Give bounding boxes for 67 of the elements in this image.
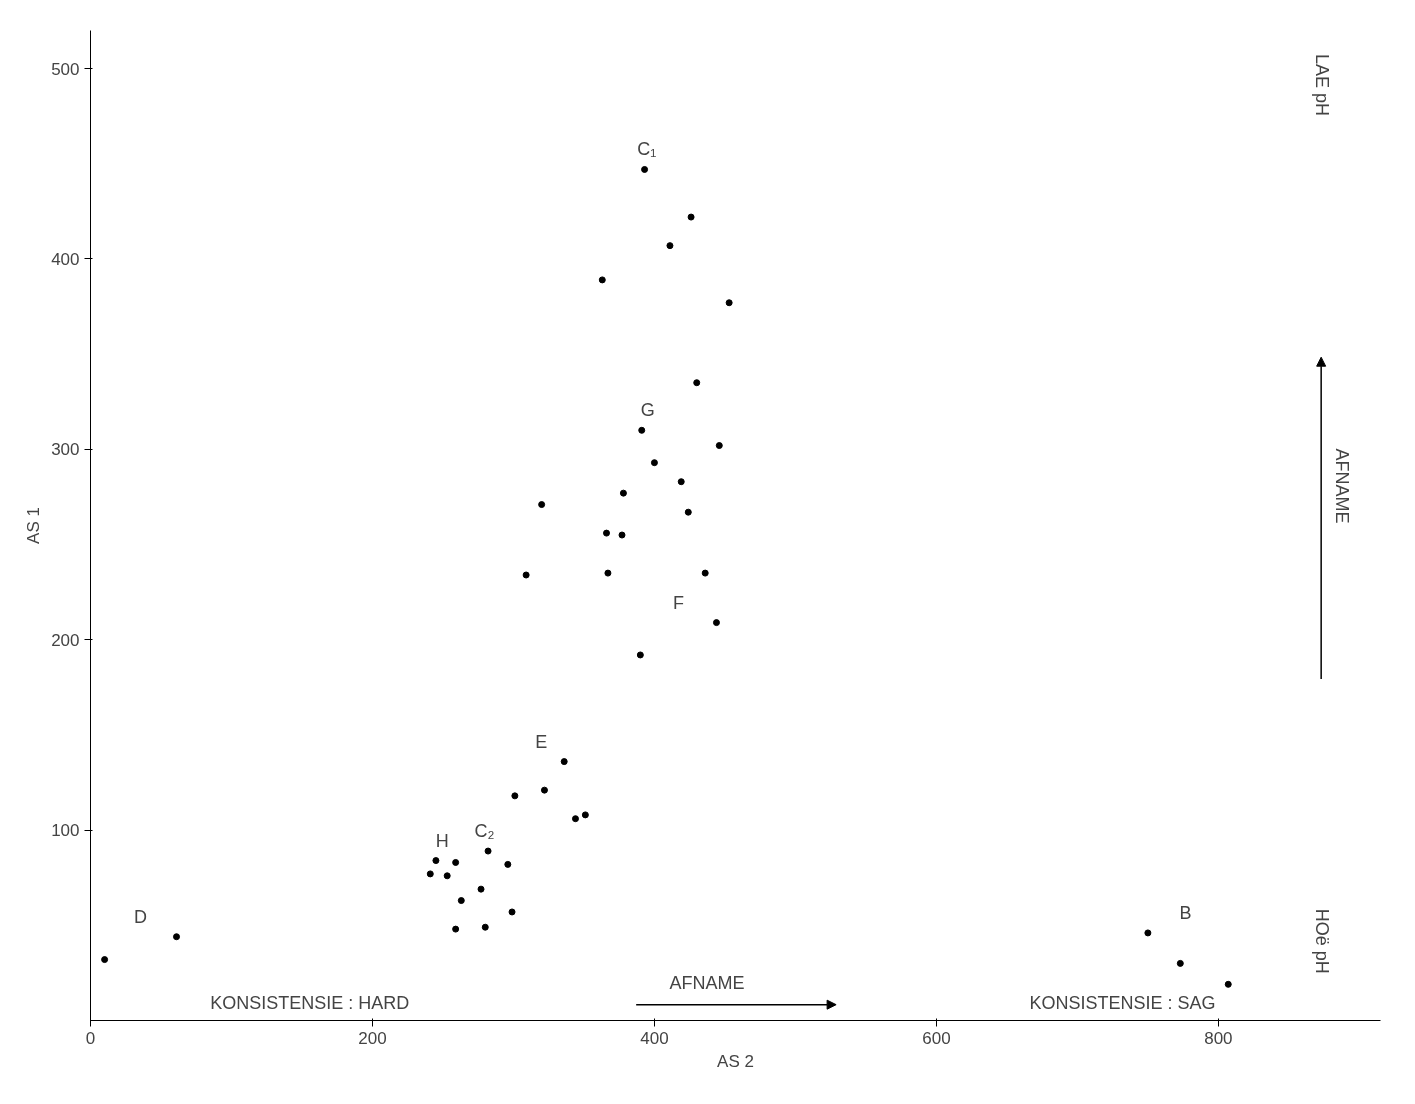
point (641, 165, 649, 173)
point (511, 792, 519, 800)
series-label: B (1179, 902, 1192, 923)
series-label: H (435, 830, 449, 851)
x-tick-label: 0 (85, 1028, 96, 1048)
point (173, 933, 180, 941)
point (571, 815, 579, 823)
annotation: AFNAME (669, 972, 745, 993)
point (603, 529, 610, 537)
x-tick-label: 400 (640, 1028, 669, 1048)
point (715, 442, 723, 450)
x-tick-label: 800 (1204, 1028, 1233, 1048)
point (650, 459, 658, 467)
y-tick-label: 200 (51, 630, 80, 650)
y-tick-label: 100 (51, 821, 80, 841)
point (452, 925, 460, 933)
point (701, 569, 709, 577)
y-tick-label: 300 (51, 440, 80, 460)
point (477, 885, 485, 893)
annotation: KONSISTENSIE : SAG (1029, 992, 1216, 1013)
point (452, 858, 460, 866)
point (1176, 959, 1184, 967)
series-label: F (672, 592, 684, 613)
point (693, 379, 701, 387)
series-label: C₁ (637, 139, 657, 160)
y-tick-label: 400 (51, 249, 80, 269)
point (508, 908, 516, 916)
annotation: KONSISTENSIE : HARD (210, 992, 410, 1013)
point (101, 956, 109, 964)
series-label: G (640, 400, 655, 421)
series-label: D (134, 906, 148, 927)
point (677, 478, 685, 486)
annotation: LAE pH (1312, 53, 1333, 116)
point (560, 758, 568, 766)
annotation: HOë pH (1312, 908, 1333, 974)
point (725, 299, 733, 307)
point (666, 242, 674, 250)
point (1224, 980, 1232, 988)
x-tick-label: 200 (358, 1028, 387, 1048)
point (540, 786, 548, 794)
point (636, 651, 644, 659)
series-label: C₂ (474, 821, 495, 842)
point (618, 531, 626, 539)
point (443, 872, 451, 880)
point (581, 811, 589, 819)
point (481, 923, 489, 931)
annotation: AFNAME (1331, 448, 1352, 524)
point (432, 857, 440, 865)
point (504, 860, 512, 868)
point (684, 508, 692, 516)
point (687, 213, 695, 221)
point (1144, 929, 1152, 937)
x-axis-title: AS 2 (717, 1051, 754, 1071)
point (457, 897, 465, 905)
point (604, 569, 612, 577)
series-label: E (535, 731, 548, 752)
point (598, 276, 606, 284)
point (619, 489, 627, 497)
point (538, 501, 546, 509)
y-axis-title: AS 1 (24, 507, 44, 544)
point (522, 571, 530, 579)
point (712, 619, 720, 627)
point (484, 847, 492, 855)
x-tick-label: 600 (922, 1028, 951, 1048)
point (426, 870, 434, 878)
y-tick-label: 500 (51, 59, 80, 79)
point (638, 426, 646, 434)
